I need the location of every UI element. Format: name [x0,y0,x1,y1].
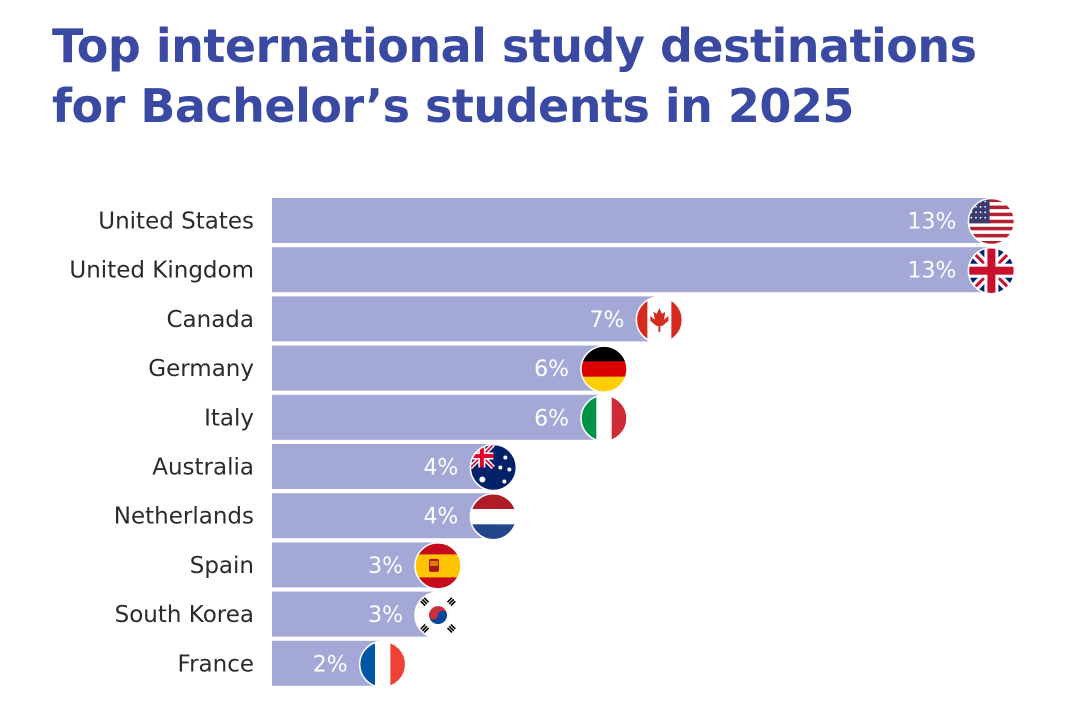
spain-flag-icon [415,542,462,589]
value-label: 13% [907,259,956,284]
flag-ring [580,345,628,393]
bar-row: Australia 4% [152,443,518,492]
value-label: 7% [589,308,624,333]
bar-row: Netherlands 4% [114,492,518,541]
bar-row: France 2% [178,640,407,689]
bar [272,444,494,489]
value-label: 6% [534,357,569,382]
bar [272,394,605,440]
bar-row: Canada 7% [166,296,684,344]
category-label: Spain [190,553,254,579]
category-label: South Korea [115,602,254,628]
bar [272,198,992,243]
bar [272,247,992,293]
bar-row: Italy 6% [204,394,628,443]
category-label: Australia [152,455,254,481]
bar [272,542,439,588]
bar-row: Germany 6% [148,345,628,393]
bar [272,493,494,539]
value-label: 2% [313,652,348,677]
bar-row: United Kingdom 13% [69,246,1016,295]
category-label: Canada [166,307,254,333]
bar [272,345,605,391]
canada-flag-icon [636,296,683,343]
value-label: 13% [907,210,956,235]
bar-row: United States 13% [98,197,1016,246]
flag-ring [358,640,407,689]
bar-row: South Korea 3% [115,591,462,639]
uk-flag-icon [968,247,1015,294]
category-label: France [178,651,254,677]
flag-ring [635,296,684,344]
flag-ring [414,542,462,590]
category-label: Netherlands [114,504,254,530]
value-label: 6% [534,406,569,431]
bar [272,296,660,342]
bar [272,591,439,637]
flag-ring [469,443,518,492]
value-label: 4% [423,456,458,481]
flag-ring [967,246,1016,295]
flag-ring [414,591,462,639]
south-korea-flag-icon [415,592,462,639]
category-label: United States [98,209,254,235]
value-label: 3% [368,603,403,628]
chart-title: Top international study destinations for… [52,19,977,133]
category-label: Germany [148,356,254,382]
value-label: 4% [423,505,458,530]
bars-group: United States 13% United Kingdom 13% Canada 7… [69,197,1016,689]
value-label: 3% [368,554,403,579]
flag-ring [580,394,628,443]
flag-ring [469,492,518,541]
category-label: Italy [204,405,254,431]
flag-ring [967,197,1016,246]
category-label: United Kingdom [69,258,254,284]
bar-row: Spain 3% [190,542,462,590]
us-flag-icon [968,198,1015,245]
